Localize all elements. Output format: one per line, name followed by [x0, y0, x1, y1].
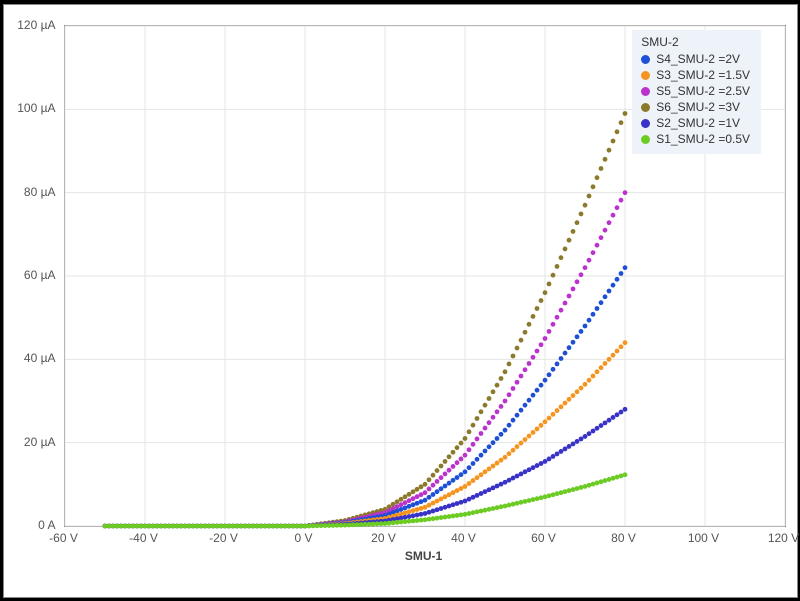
legend-label: S3_SMU-2 =1.5V [656, 67, 750, 83]
chart-frame: SMU-2 S4_SMU-2 =2VS3_SMU-2 =1.5VS5_SMU-2… [3, 4, 798, 598]
x-tick-label: 20 V [371, 531, 396, 545]
y-tick-label: 80 µA [24, 185, 56, 199]
series-S2 [102, 407, 627, 528]
x-tick-label: 60 V [531, 531, 556, 545]
legend-label: S2_SMU-2 =1V [656, 115, 740, 131]
y-tick-label: 60 µA [24, 268, 56, 282]
series-S6 [102, 111, 627, 528]
legend: SMU-2 S4_SMU-2 =2VS3_SMU-2 =1.5VS5_SMU-2… [632, 30, 761, 154]
legend-label: S5_SMU-2 =2.5V [656, 83, 750, 99]
legend-label: S4_SMU-2 =2V [656, 51, 740, 67]
legend-item: S5_SMU-2 =2.5V [641, 83, 750, 99]
y-tick-label: 100 µA [17, 101, 55, 115]
x-tick-label: 0 V [294, 531, 312, 545]
legend-item: S2_SMU-2 =1V [641, 115, 750, 131]
legend-label: S6_SMU-2 =3V [656, 99, 740, 115]
legend-marker [641, 119, 650, 128]
series-S5 [102, 190, 627, 528]
legend-marker [641, 71, 650, 80]
series-S3 [102, 340, 627, 528]
y-tick-label: 40 µA [24, 351, 56, 365]
x-tick-label: 80 V [611, 531, 636, 545]
legend-title: SMU-2 [641, 35, 750, 49]
legend-item: S1_SMU-2 =0.5V [641, 131, 750, 147]
x-tick-label: 100 V [688, 531, 719, 545]
x-tick-label: -60 V [49, 531, 78, 545]
legend-label: S1_SMU-2 =0.5V [656, 131, 750, 147]
x-tick-label: -20 V [209, 531, 238, 545]
legend-item: S3_SMU-2 =1.5V [641, 67, 750, 83]
x-axis-title: SMU-1 [405, 549, 442, 563]
legend-item: S4_SMU-2 =2V [641, 51, 750, 67]
y-tick-label: 120 µA [17, 18, 55, 32]
legend-marker [641, 87, 650, 96]
x-tick-label: 120 V [768, 531, 799, 545]
x-tick-label: 40 V [451, 531, 476, 545]
y-tick-label: 0 A [38, 518, 55, 532]
legend-marker [641, 135, 650, 144]
legend-item: S6_SMU-2 =3V [641, 99, 750, 115]
y-tick-label: 20 µA [24, 435, 56, 449]
legend-marker [641, 103, 650, 112]
series-S4 [102, 265, 627, 528]
legend-marker [641, 55, 650, 64]
x-tick-label: -40 V [129, 531, 158, 545]
